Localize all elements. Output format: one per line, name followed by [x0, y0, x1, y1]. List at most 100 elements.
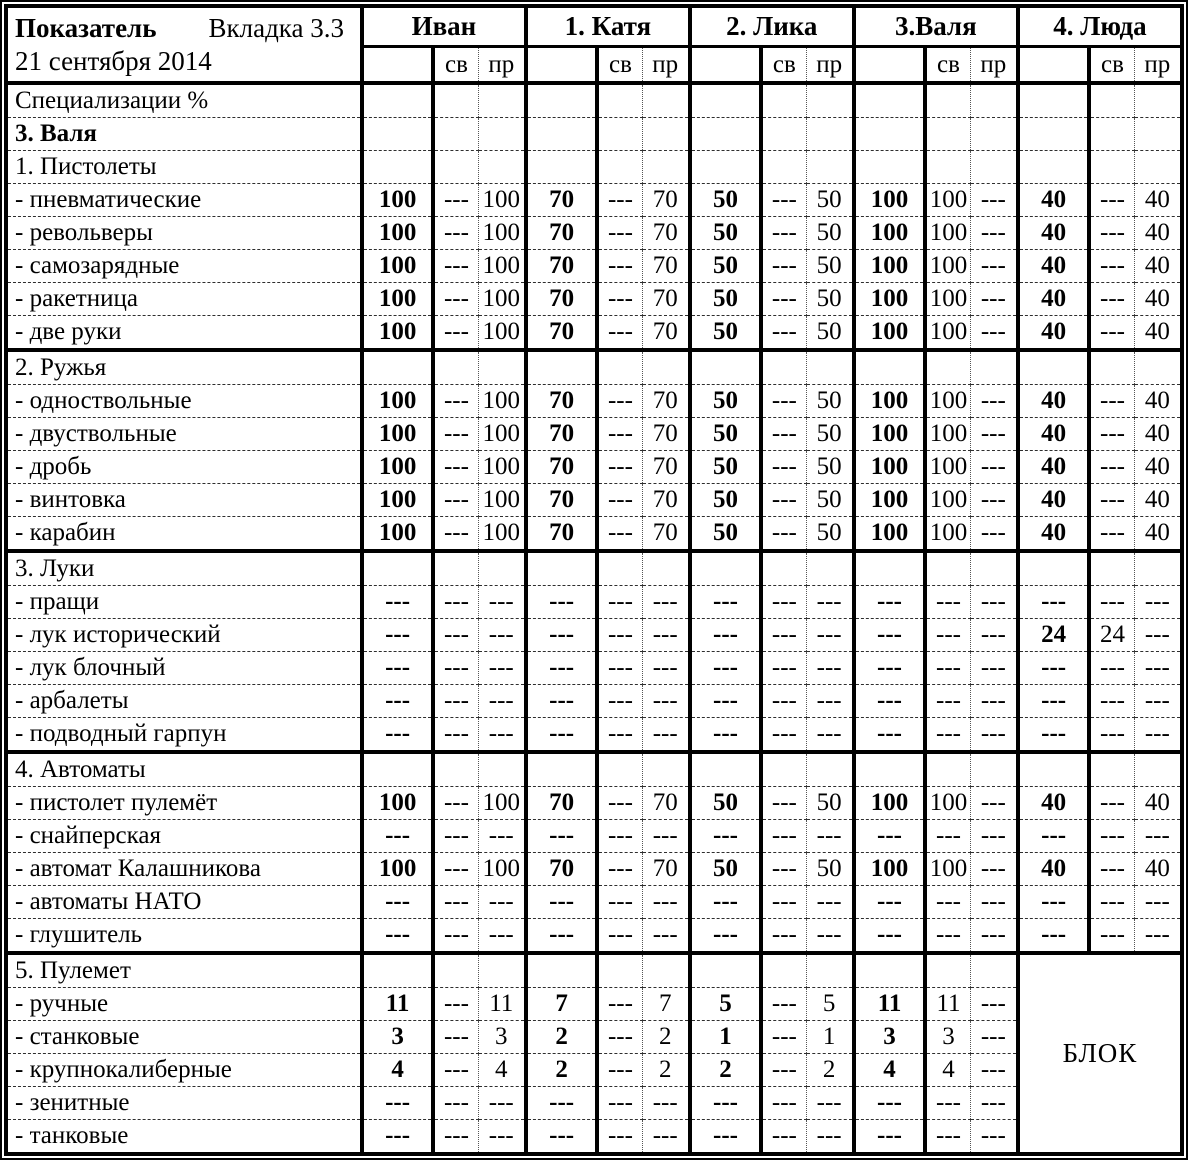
- value-cell: 100: [851, 249, 926, 283]
- empty-cell: [359, 348, 434, 385]
- value-cell: 70: [641, 249, 690, 283]
- value-cell: ---: [851, 684, 926, 718]
- value-cell: 100: [477, 315, 526, 351]
- tab-label: Вкладка 3.3: [208, 12, 344, 43]
- row-label: - подводный гарпун: [6, 717, 364, 753]
- value-cell: ---: [805, 585, 854, 619]
- value-cell: ---: [477, 885, 526, 919]
- section-title: 2. Ружья: [6, 348, 364, 385]
- value-cell: ---: [1087, 417, 1135, 451]
- data-row: - пневматические 100 --- 100 70 --- 70 50 --- 50 1…: [6, 183, 1182, 217]
- value-cell: 4: [477, 1053, 526, 1087]
- value-cell: ---: [1133, 918, 1182, 954]
- value-cell: ---: [595, 1119, 643, 1155]
- value-cell: ---: [851, 618, 926, 652]
- data-row: - револьверы 100 --- 100 70 --- 70 50 --- 50 100 10…: [6, 216, 1182, 250]
- value-cell: ---: [687, 885, 762, 919]
- empty-cell: [641, 951, 690, 988]
- empty-cell: [523, 150, 598, 184]
- empty-cell: [1015, 549, 1090, 586]
- value-cell: ---: [759, 987, 807, 1021]
- empty-cell: [477, 549, 526, 586]
- empty-cell: [687, 348, 762, 385]
- value-cell: ---: [431, 1020, 479, 1054]
- value-cell: ---: [1087, 819, 1135, 853]
- value-cell: ---: [595, 717, 643, 753]
- value-cell: ---: [1015, 684, 1090, 718]
- value-cell: 50: [687, 282, 762, 316]
- value-cell: 100: [851, 216, 926, 250]
- value-cell: 40: [1133, 384, 1182, 418]
- value-cell: 40: [1133, 786, 1182, 820]
- subcolumn-header: св: [431, 46, 479, 85]
- subcolumn-header: пр: [805, 46, 854, 85]
- value-cell: ---: [759, 516, 807, 552]
- subcolumn-header: пр: [477, 46, 526, 85]
- section-header-row: 2. Ружья: [6, 348, 1182, 385]
- value-cell: ---: [969, 483, 1018, 517]
- row-label: - танковые: [6, 1119, 364, 1155]
- value-cell: ---: [969, 651, 1018, 685]
- row-label: - дробь: [6, 450, 364, 484]
- row-label: - лук исторический: [6, 618, 364, 652]
- empty-cell: [851, 750, 926, 787]
- value-cell: 100: [359, 249, 434, 283]
- value-cell: 100: [477, 384, 526, 418]
- value-cell: 50: [687, 516, 762, 552]
- empty-cell: [851, 150, 926, 184]
- value-cell: ---: [805, 819, 854, 853]
- value-cell: ---: [759, 483, 807, 517]
- value-cell: ---: [1133, 819, 1182, 853]
- value-cell: ---: [523, 618, 598, 652]
- value-cell: ---: [595, 585, 643, 619]
- value-cell: 70: [641, 183, 690, 217]
- value-cell: ---: [431, 684, 479, 718]
- value-cell: 100: [851, 450, 926, 484]
- value-cell: 40: [1015, 249, 1090, 283]
- value-cell: ---: [969, 516, 1018, 552]
- value-cell: 70: [523, 417, 598, 451]
- empty-cell: [523, 117, 598, 151]
- value-cell: ---: [969, 1119, 1018, 1155]
- empty-cell: [431, 348, 479, 385]
- value-cell: ---: [851, 1119, 926, 1155]
- value-cell: ---: [595, 852, 643, 886]
- section-title: 5. Пулемет: [6, 951, 364, 988]
- value-cell: ---: [523, 1086, 598, 1120]
- value-cell: ---: [969, 585, 1018, 619]
- value-cell: ---: [687, 717, 762, 753]
- value-cell: 11: [923, 987, 971, 1021]
- row-label: - снайперская: [6, 819, 364, 853]
- value-cell: ---: [923, 918, 971, 954]
- value-cell: ---: [805, 1119, 854, 1155]
- value-cell: ---: [759, 585, 807, 619]
- empty-cell: [595, 750, 643, 787]
- value-cell: ---: [759, 249, 807, 283]
- value-cell: ---: [1015, 819, 1090, 853]
- row-label: - крупнокалиберные: [6, 1053, 364, 1087]
- value-cell: 50: [805, 216, 854, 250]
- value-cell: 100: [359, 417, 434, 451]
- empty-cell: [687, 117, 762, 151]
- value-cell: 40: [1133, 483, 1182, 517]
- value-cell: ---: [969, 684, 1018, 718]
- data-row: - одноствольные 100 --- 100 70 --- 70 50 --- 50 10…: [6, 384, 1182, 418]
- value-cell: ---: [759, 183, 807, 217]
- value-cell: ---: [687, 585, 762, 619]
- value-cell: ---: [1015, 717, 1090, 753]
- value-cell: 40: [1015, 852, 1090, 886]
- value-cell: 70: [523, 852, 598, 886]
- value-cell: ---: [431, 1119, 479, 1155]
- empty-cell: [595, 348, 643, 385]
- value-cell: 100: [359, 315, 434, 351]
- value-cell: 2: [805, 1053, 854, 1087]
- value-cell: 40: [1015, 786, 1090, 820]
- value-cell: ---: [595, 1020, 643, 1054]
- specialization-table: Показатель Вкладка 3.3 21 сентября 2014 …: [4, 4, 1184, 1156]
- value-cell: ---: [595, 1053, 643, 1087]
- value-cell: 50: [687, 483, 762, 517]
- value-cell: ---: [687, 1086, 762, 1120]
- value-cell: 40: [1015, 216, 1090, 250]
- row-label: - автоматы НАТО: [6, 885, 364, 919]
